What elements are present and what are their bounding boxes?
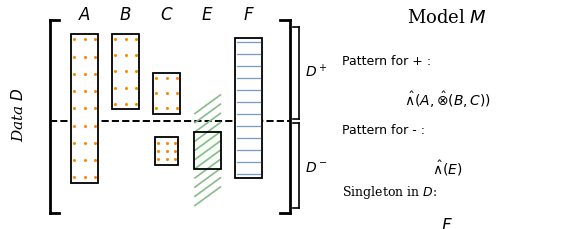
Text: Data $D$: Data $D$ xyxy=(11,87,26,142)
Text: $F$: $F$ xyxy=(243,7,255,24)
Text: $\hat{\wedge}(A,\hat{\otimes}(B,C))$: $\hat{\wedge}(A,\hat{\otimes}(B,C))$ xyxy=(404,89,491,109)
Bar xyxy=(194,133,221,169)
Bar xyxy=(71,34,98,183)
Text: Pattern for - :: Pattern for - : xyxy=(342,124,425,137)
Text: Pattern for + :: Pattern for + : xyxy=(342,55,432,68)
Text: Model $M$: Model $M$ xyxy=(408,9,487,27)
Text: $C$: $C$ xyxy=(160,7,173,24)
Text: $D^-$: $D^-$ xyxy=(305,160,328,174)
Bar xyxy=(112,34,139,110)
Bar xyxy=(194,133,221,169)
Bar xyxy=(155,137,178,165)
Text: $D^+$: $D^+$ xyxy=(305,62,328,80)
Text: Singleton in $D$:: Singleton in $D$: xyxy=(342,183,437,200)
Text: $E$: $E$ xyxy=(201,7,214,24)
Text: $A$: $A$ xyxy=(78,7,91,24)
Text: $F$: $F$ xyxy=(442,218,453,229)
Bar xyxy=(153,73,180,114)
Text: $\hat{\wedge}(E)$: $\hat{\wedge}(E)$ xyxy=(432,158,463,177)
Bar xyxy=(235,39,262,179)
Text: $B$: $B$ xyxy=(120,7,132,24)
